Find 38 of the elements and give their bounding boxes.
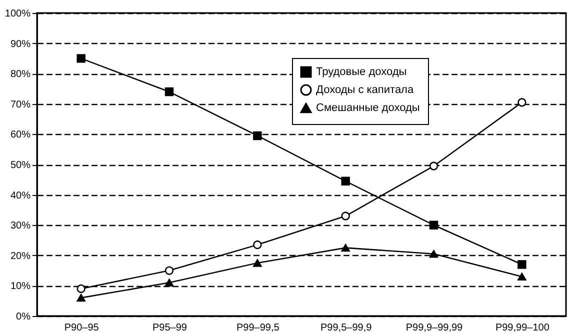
point: [518, 98, 526, 107]
y-tick-label: 80%: [10, 69, 31, 80]
point: [76, 54, 86, 63]
point: [429, 250, 438, 258]
point: [253, 131, 262, 140]
point: [518, 260, 526, 269]
point: [164, 87, 174, 96]
y-tick-label: 10%: [10, 281, 31, 292]
point: [253, 259, 262, 267]
y-tick-label: 60%: [10, 130, 31, 141]
legend-label: Доходы с капитала: [316, 84, 414, 96]
point: [164, 266, 174, 275]
point: [253, 240, 262, 250]
point: [341, 212, 350, 220]
legend-label: Смешанные доходы: [316, 102, 420, 114]
legend-label: Трудовые доходы: [316, 66, 407, 78]
y-tick-label: 50%: [10, 160, 31, 171]
point: [429, 162, 438, 170]
point: [76, 284, 86, 294]
x-tick-label: P99,99–100: [495, 322, 550, 334]
y-tick-label: 90%: [10, 38, 31, 50]
x-tick-label: P99,9–99,99: [406, 322, 464, 334]
y-tick-label: 30%: [10, 220, 31, 232]
point: [429, 220, 438, 230]
point: [341, 244, 350, 252]
point: [341, 176, 350, 186]
y-tick-label: 100%: [4, 8, 31, 20]
point: [164, 278, 174, 287]
y-tick-label: 0%: [16, 312, 31, 322]
x-tick-label: P95–99: [152, 322, 188, 334]
point: [518, 272, 526, 280]
x-tick-label: P99,5–99,9: [320, 322, 372, 334]
y-tick-label: 40%: [10, 190, 31, 202]
point: [76, 294, 86, 302]
y-tick-label: 70%: [10, 99, 31, 110]
y-tick-label: 20%: [10, 250, 31, 262]
x-tick-label: P90–95: [64, 322, 100, 334]
x-tick-label: P99–99,5: [236, 322, 280, 334]
